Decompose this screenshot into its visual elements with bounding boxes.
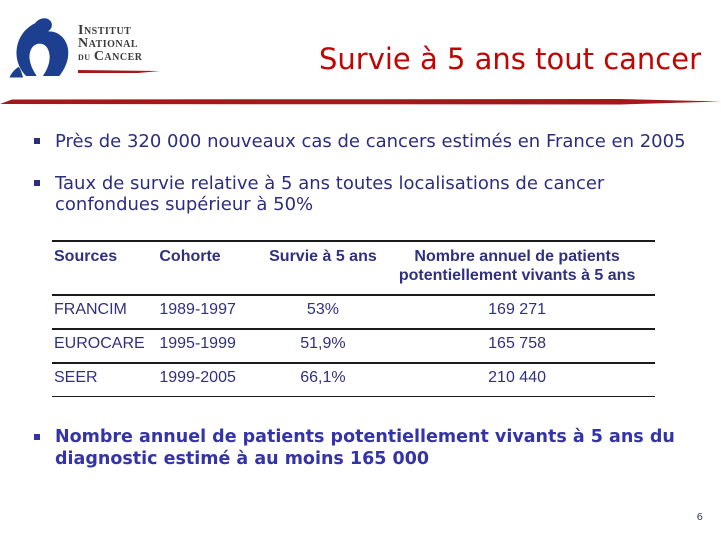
inca-logo-underline	[78, 70, 160, 73]
conclusion-text: Nombre annuel de patients potentiellemen…	[55, 427, 675, 469]
survival-table-body: FRANCIM 1989-1997 53% 169 271 EUROCARE 1…	[52, 295, 655, 397]
page-number: 6	[696, 512, 703, 523]
bullet-conclusion: Nombre annuel de patients potentiellemen…	[32, 426, 700, 470]
cell-survie: 66,1%	[300, 369, 346, 386]
inca-logo-text: Institut National du Cancer	[78, 24, 142, 64]
bullet-square-icon	[34, 180, 40, 186]
inca-logo-line2: National	[78, 36, 139, 51]
cell-cohorte: 1999-2005	[159, 369, 236, 386]
cell-survie: 51,9%	[300, 335, 346, 352]
cell-source: EUROCARE	[54, 335, 145, 352]
column-header-survie: Survie à 5 ans	[269, 248, 377, 265]
inca-figure-icon	[9, 18, 69, 78]
cell-nombre: 169 271	[488, 301, 546, 318]
survival-table: Sources Cohorte Survie à 5 ans Nombre an…	[52, 240, 655, 397]
cell-nombre: 165 758	[488, 335, 546, 352]
table-row-eurocare: EUROCARE 1995-1999 51,9% 165 758	[52, 329, 655, 363]
inca-logo: Institut National du Cancer	[6, 12, 171, 84]
page-title: Survie à 5 ans tout cancer	[318, 42, 701, 76]
cell-source: SEER	[54, 369, 98, 386]
column-header-cohorte: Cohorte	[159, 248, 221, 265]
cell-cohorte: 1995-1999	[159, 335, 236, 352]
bullet-square-icon	[34, 138, 40, 144]
header-separator-line	[0, 99, 721, 105]
cell-source: FRANCIM	[54, 301, 127, 318]
table-row-francim: FRANCIM 1989-1997 53% 169 271	[52, 295, 655, 329]
bullet-text: Près de 320 000 nouveaux cas de cancers …	[55, 131, 686, 152]
table-header-row: Sources Cohorte Survie à 5 ans Nombre an…	[52, 241, 655, 295]
column-header-nombre: Nombre annuel de patients potentiellemen…	[398, 248, 636, 284]
column-header-sources: Sources	[54, 248, 118, 265]
cell-survie: 53%	[306, 301, 339, 318]
table-row-seer: SEER 1999-2005 66,1% 210 440	[52, 363, 655, 397]
survival-table-header: Sources Cohorte Survie à 5 ans Nombre an…	[52, 241, 655, 295]
inca-logo-line1: Institut	[78, 23, 132, 38]
inca-logo-line3: du Cancer	[78, 49, 143, 64]
cell-cohorte: 1989-1997	[159, 301, 236, 318]
bullet-square-icon	[34, 434, 40, 440]
bullet-text: Taux de survie relative à 5 ans toutes l…	[55, 173, 605, 215]
bullet-survival-rate: Taux de survie relative à 5 ans toutes l…	[32, 173, 672, 215]
cell-nombre: 210 440	[488, 369, 546, 386]
bullet-new-cases: Près de 320 000 nouveaux cas de cancers …	[32, 131, 697, 152]
